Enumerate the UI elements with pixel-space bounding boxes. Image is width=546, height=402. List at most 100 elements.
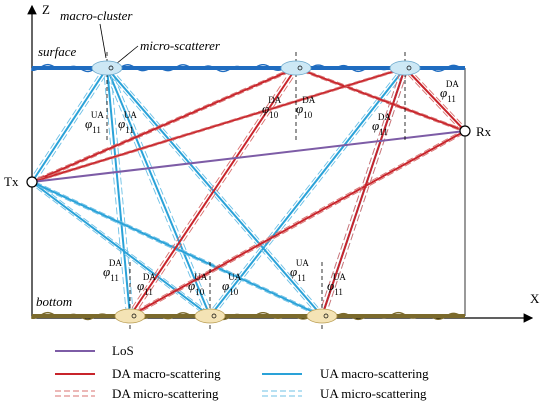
angle-sub: 11 <box>447 94 456 104</box>
ray-macro <box>31 181 323 317</box>
rx-label: Rx <box>476 124 492 139</box>
ray-macro <box>129 130 466 317</box>
angle-symbol: φ <box>290 264 297 279</box>
ray-macro <box>106 67 131 317</box>
angle-sup: DA <box>302 95 315 105</box>
ray-micro <box>213 67 409 317</box>
angle-sup: DA <box>143 272 156 282</box>
legend-label: UA macro-scattering <box>320 366 429 381</box>
ray-macro <box>404 67 466 132</box>
ray-micro <box>28 67 293 183</box>
angle-label: φ11 UA <box>327 272 346 297</box>
angle-label: φ11 UA <box>85 110 104 135</box>
legend-label: UA micro-scattering <box>320 386 427 401</box>
ray-micro <box>325 67 409 317</box>
angle-label: φ10 UA <box>188 272 208 297</box>
angle-sup: UA <box>124 110 137 120</box>
angle-sup: DA <box>446 79 459 89</box>
angle-label: φ10 DA <box>262 95 282 120</box>
ray-micro <box>292 67 462 132</box>
angle-label: φ11 DA <box>137 272 156 297</box>
ray-micro <box>35 181 214 317</box>
ray-micro <box>126 130 462 317</box>
angle-sub: 11 <box>379 127 388 137</box>
macro-cluster <box>306 308 338 324</box>
ray-micro <box>35 67 409 183</box>
angle-symbol: φ <box>85 116 92 131</box>
angle-sup: UA <box>333 272 346 282</box>
ray-micro <box>28 181 319 317</box>
angle-sup: UA <box>296 258 309 268</box>
ray-macro <box>295 67 466 132</box>
angle-sup: DA <box>378 112 391 122</box>
z-label: Z <box>42 2 50 17</box>
angle-label: φ11 DA <box>440 79 459 104</box>
angle-symbol: φ <box>440 85 447 100</box>
x-label: X <box>530 291 540 306</box>
ray-macro <box>209 67 406 317</box>
macro-cluster <box>114 308 146 324</box>
rays <box>28 67 469 317</box>
legend: LoS DA macro-scattering UA macro-scatter… <box>55 343 429 401</box>
node <box>26 176 38 188</box>
angle-symbol: φ <box>327 278 334 293</box>
angle-sub: 11 <box>297 273 306 283</box>
angle-sub: 11 <box>92 125 101 135</box>
ray-macro <box>31 67 108 183</box>
los-ray <box>31 130 466 183</box>
angle-label: φ10 DA <box>296 95 316 120</box>
angle-symbol: φ <box>188 278 195 293</box>
angle-sub: 11 <box>110 273 119 283</box>
micro-scatterer-label: micro-scatterer <box>140 38 221 53</box>
angle-sub: 10 <box>229 287 239 297</box>
macro-cluster <box>389 60 421 76</box>
angle-sup: DA <box>268 95 281 105</box>
angle-symbol: φ <box>296 101 303 116</box>
angle-symbol: φ <box>262 101 269 116</box>
micro-scatterer <box>323 313 329 319</box>
ray-micro <box>401 67 462 132</box>
angle-symbol: φ <box>137 278 144 293</box>
micro-scatterer <box>211 313 217 319</box>
ray-micro <box>318 67 402 317</box>
ray-micro <box>103 67 207 317</box>
micro-scatterer <box>131 313 137 319</box>
ray-micro <box>110 67 134 317</box>
ray-micro <box>28 67 104 183</box>
ray-micro <box>103 67 319 317</box>
ray-macro <box>31 67 297 183</box>
angle-label: φ11 DA <box>103 258 122 283</box>
angle-label: φ10 UA <box>222 272 242 297</box>
angle-symbol: φ <box>372 118 379 133</box>
ray-micro <box>408 67 469 132</box>
ray-micro <box>35 67 111 183</box>
angle-symbol: φ <box>103 264 110 279</box>
macro-cluster-label: macro-cluster <box>60 8 133 23</box>
micro-scatterer <box>406 65 412 71</box>
ray-micro <box>28 181 207 317</box>
micro-scatterer <box>108 65 114 71</box>
legend-label: DA micro-scattering <box>112 386 219 401</box>
macro-cluster <box>280 60 312 76</box>
angle-label: φ11 UA <box>290 258 309 283</box>
angle-sub: 11 <box>144 287 153 297</box>
ray-micro <box>133 130 469 317</box>
angle-label: φ11 DA <box>372 112 391 137</box>
ray-macro <box>31 181 211 317</box>
angle-sup: UA <box>194 272 207 282</box>
angle-label: φ11 UA <box>118 110 137 135</box>
angle-symbol: φ <box>118 116 125 131</box>
node <box>459 125 471 137</box>
ray-micro <box>35 67 300 183</box>
angle-symbol: φ <box>222 278 229 293</box>
angle-sub: 11 <box>125 125 134 135</box>
angle-sub: 10 <box>269 110 279 120</box>
micro-scatterer <box>297 65 303 71</box>
angle-sub: 11 <box>334 287 343 297</box>
bottom-label: bottom <box>36 294 72 309</box>
ray-macro <box>106 67 211 317</box>
ray-macro <box>106 67 323 317</box>
angle-sub: 10 <box>195 287 205 297</box>
ray-micro <box>299 67 469 132</box>
